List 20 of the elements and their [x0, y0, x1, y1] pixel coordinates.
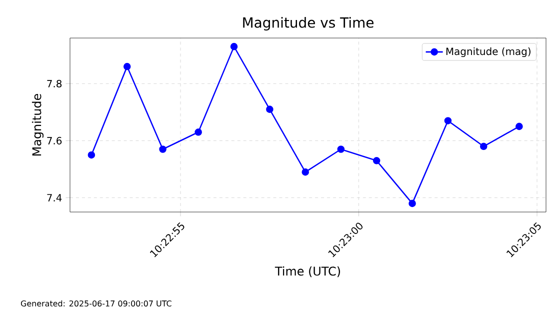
- point: [266, 106, 274, 113]
- point: [516, 122, 523, 130]
- y-tick-label: 7.8: [47, 80, 62, 88]
- chart-title: Magnitude vs Time: [243, 17, 374, 31]
- point: [444, 117, 452, 124]
- point: [480, 142, 488, 150]
- y-axis-title: Magnitude: [32, 94, 44, 156]
- x-axis-title: Time (UTC): [274, 266, 340, 278]
- point: [123, 62, 131, 70]
- point: [159, 146, 166, 153]
- point: [408, 200, 416, 208]
- point: [230, 42, 238, 50]
- point: [372, 157, 380, 164]
- point: [337, 146, 345, 153]
- y-tick-label: 7.4: [47, 194, 62, 202]
- point: [88, 151, 96, 159]
- legend-label: Magnitude (mag): [446, 47, 530, 58]
- y-tick-label: 7.6: [47, 136, 62, 144]
- point: [194, 128, 202, 136]
- point: [302, 168, 310, 176]
